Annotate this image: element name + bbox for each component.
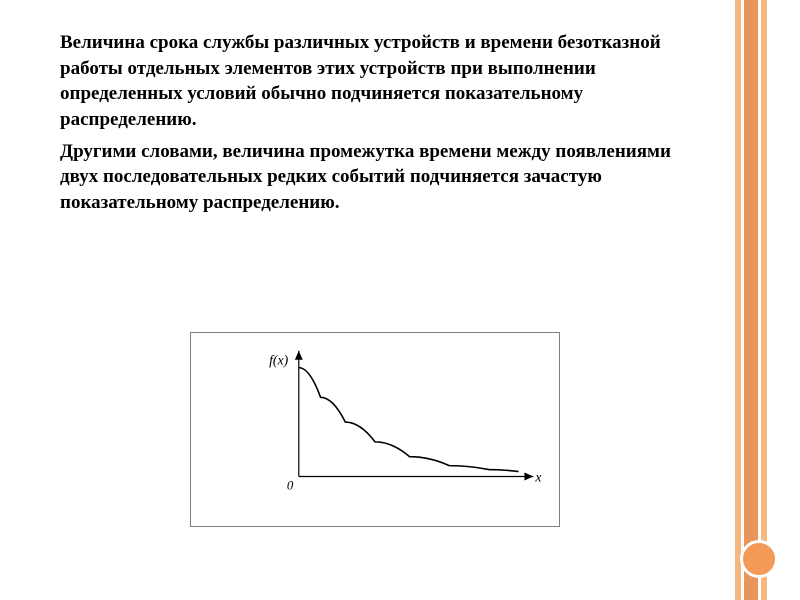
stripe xyxy=(744,0,758,600)
paragraph-1: Величина срока службы различных устройст… xyxy=(60,30,710,133)
x-axis-arrow xyxy=(524,473,533,481)
slide: Величина срока службы различных устройст… xyxy=(0,0,800,600)
y-axis-arrow xyxy=(295,351,303,360)
origin-label: 0 xyxy=(287,478,294,492)
y-axis-label: f(x) xyxy=(269,353,289,369)
pager-dot[interactable] xyxy=(740,540,778,578)
stripe xyxy=(761,0,767,600)
x-axis-label: x xyxy=(534,469,542,484)
body-text: Величина срока службы различных устройст… xyxy=(60,30,710,221)
distribution-chart: f(x) x 0 xyxy=(190,332,560,527)
exponential-curve xyxy=(299,368,519,472)
paragraph-2: Другими словами, величина промежутка вре… xyxy=(60,139,710,216)
stripe xyxy=(735,0,741,600)
chart-svg: f(x) x 0 xyxy=(191,333,559,526)
